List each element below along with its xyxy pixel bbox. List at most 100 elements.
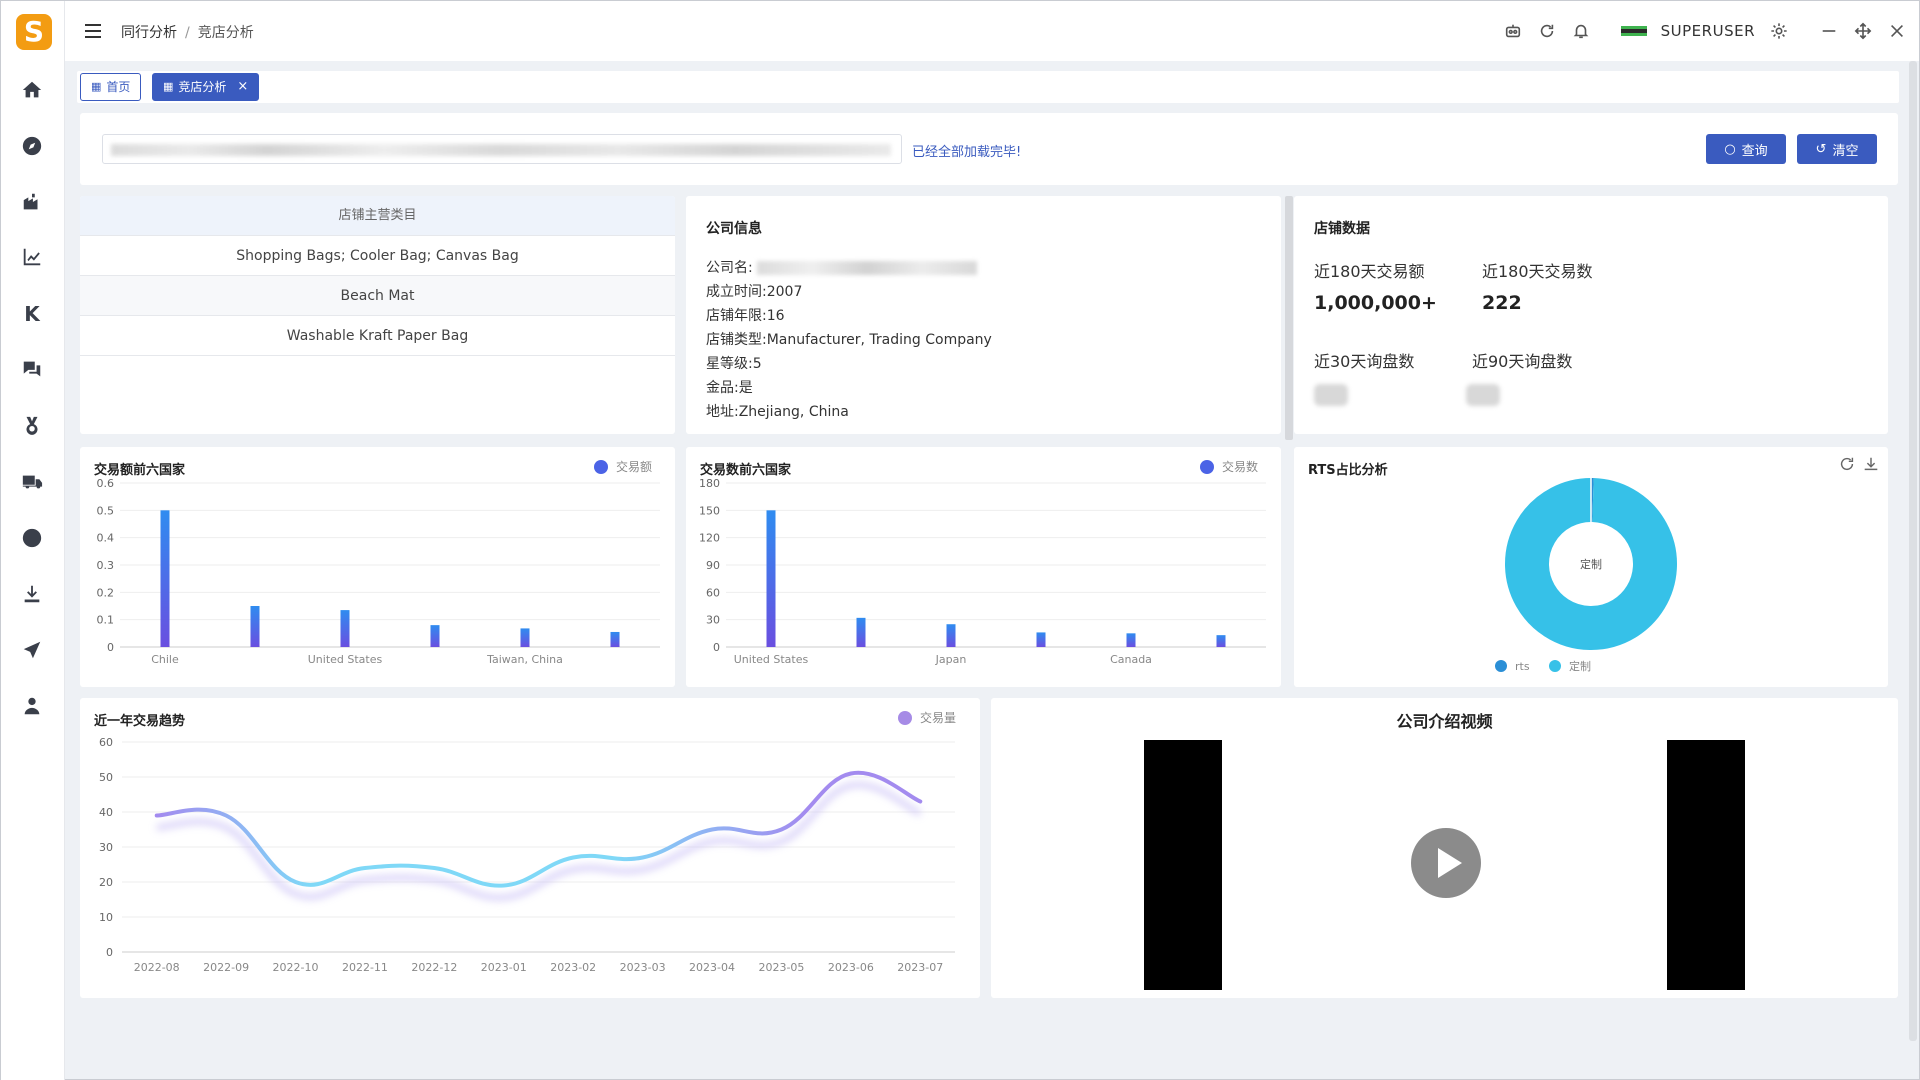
bar [610,631,620,647]
amount-180-value: 1,000,000+ [1314,292,1437,314]
video-title: 公司介绍视频 [1396,712,1493,731]
home-icon[interactable] [19,77,45,103]
medal-icon[interactable] [19,413,45,439]
search-input[interactable] [102,134,902,164]
store-data-title: 店铺数据 [1314,221,1370,237]
x-tick-label: 2022-08 [134,961,180,974]
chart-title: RTS占比分析 [1308,463,1388,478]
x-tick-label: Canada [1110,653,1152,666]
tab-home[interactable]: ▦ 首页 [80,73,142,101]
video-letterbox-right [1667,740,1745,990]
chat-icon[interactable] [19,356,45,382]
bar [1216,635,1226,647]
line-chart-icon[interactable] [19,244,45,270]
legend-dot [1495,660,1507,672]
video-panel: 公司介绍视频 [991,698,1898,998]
sidebar: S K [1,1,65,1080]
video-letterbox-left [1144,740,1222,990]
store-type-value: Manufacturer, Trading Company [766,332,992,348]
bar [160,510,170,647]
language-flag-icon[interactable] [1620,26,1647,36]
count-180-value: 222 [1482,292,1522,314]
y-tick-label: 60 [706,586,720,599]
download-chart-icon[interactable] [1862,455,1880,473]
gold-label: 金品: [706,380,739,396]
refresh-chart-icon[interactable] [1838,455,1856,473]
compass-icon[interactable] [19,133,45,159]
category-header: 店铺主营类目 [80,196,675,236]
rts-chart-panel: RTS占比分析 定制 rts 定制 [1294,447,1888,687]
close-icon[interactable] [1887,21,1907,41]
x-tick-label: 2023-01 [481,961,527,974]
user-icon[interactable] [19,693,45,719]
clear-button[interactable]: ↺ 清空 [1797,134,1877,164]
inquiry-30-label: 近30天询盘数 [1314,352,1415,371]
rts-donut-chart: 定制 rts 定制 [1495,478,1677,673]
chart-legend[interactable]: 交易量 [898,709,956,726]
globe-icon[interactable] [19,525,45,551]
k-icon[interactable]: K [24,302,40,326]
chart-legend[interactable]: 交易额 [594,458,652,475]
username[interactable]: SUPERUSER [1660,22,1755,40]
x-tick-label: 2022-09 [203,961,249,974]
breadcrumb: 同行分析 / 竞店分析 [121,25,254,41]
legend-dot [898,710,912,725]
x-tick-label: Taiwan, China [486,653,563,666]
load-status: 已经全部加载完毕! [912,145,1022,160]
chart-legend[interactable]: 交易数 [1200,458,1258,475]
inquiry-90-label: 近90天询盘数 [1472,352,1573,371]
tab-competitor-label: 竞店分析 [178,80,227,94]
y-tick-label: 0.1 [97,614,115,627]
bell-icon[interactable] [1571,21,1591,41]
search-panel: 已经全部加载完毕! ○ 查询 ↺ 清空 [80,113,1898,185]
search-icon: ○ [1724,141,1736,157]
settings-icon[interactable] [1769,21,1789,41]
company-info-list: 公司名: 成立时间:2007 店铺年限:16 店铺类型:Manufacturer… [706,256,992,424]
menu-toggle-icon[interactable] [83,21,103,41]
minimize-icon[interactable] [1819,21,1839,41]
x-tick-label: 2023-02 [550,961,596,974]
truck-icon[interactable] [19,469,45,495]
star-label: 星等级: [706,356,753,372]
x-tick-label: Japan [935,653,967,666]
y-tick-label: 120 [699,532,720,545]
send-icon[interactable] [19,637,45,663]
grid-icon: ▦ [91,80,102,93]
category-row: Washable Kraft Paper Bag [80,316,675,356]
robot-icon[interactable] [1503,21,1523,41]
company-name-blurred [757,261,978,275]
donut-slice [1505,478,1677,650]
grid-icon: ▦ [163,80,174,93]
chart-title: 近一年交易趋势 [94,714,186,729]
tab-close-icon[interactable]: × [237,79,249,94]
trend-line [154,770,923,888]
buildings-icon[interactable] [19,189,45,215]
info-scrollbar[interactable] [1285,196,1293,440]
legend-dot [594,459,608,474]
x-tick-label: 2023-06 [828,961,874,974]
query-button[interactable]: ○ 查询 [1706,134,1786,164]
play-button[interactable] [1411,828,1481,898]
blurred-url-text [111,144,891,156]
inquiry-90-blurred [1466,384,1500,406]
move-icon[interactable] [1853,21,1873,41]
download-icon[interactable] [19,581,45,607]
y-tick-label: 50 [99,771,113,784]
y-tick-label: 0.6 [97,477,115,490]
company-info-title: 公司信息 [706,221,762,237]
donut-center-label: 定制 [1580,557,1602,571]
store-data-panel: 店铺数据 近180天交易额 近180天交易数 1,000,000+ 222 近3… [1294,196,1888,434]
legend-label: 交易额 [616,460,653,474]
breadcrumb-parent[interactable]: 同行分析 [121,25,177,41]
y-tick-label: 0.4 [97,532,115,545]
x-tick-label: 2022-11 [342,961,388,974]
y-tick-label: 150 [699,504,720,517]
gold-value: 是 [738,380,753,396]
y-tick-label: 0 [107,641,114,654]
legend-label: rts [1515,660,1530,673]
tab-competitor-analysis[interactable]: ▦ 竞店分析 × [152,73,260,101]
address-label: 地址: [706,404,739,420]
page-scrollbar[interactable] [1909,61,1917,1041]
y-tick-label: 60 [99,736,113,749]
refresh-icon[interactable] [1537,21,1557,41]
